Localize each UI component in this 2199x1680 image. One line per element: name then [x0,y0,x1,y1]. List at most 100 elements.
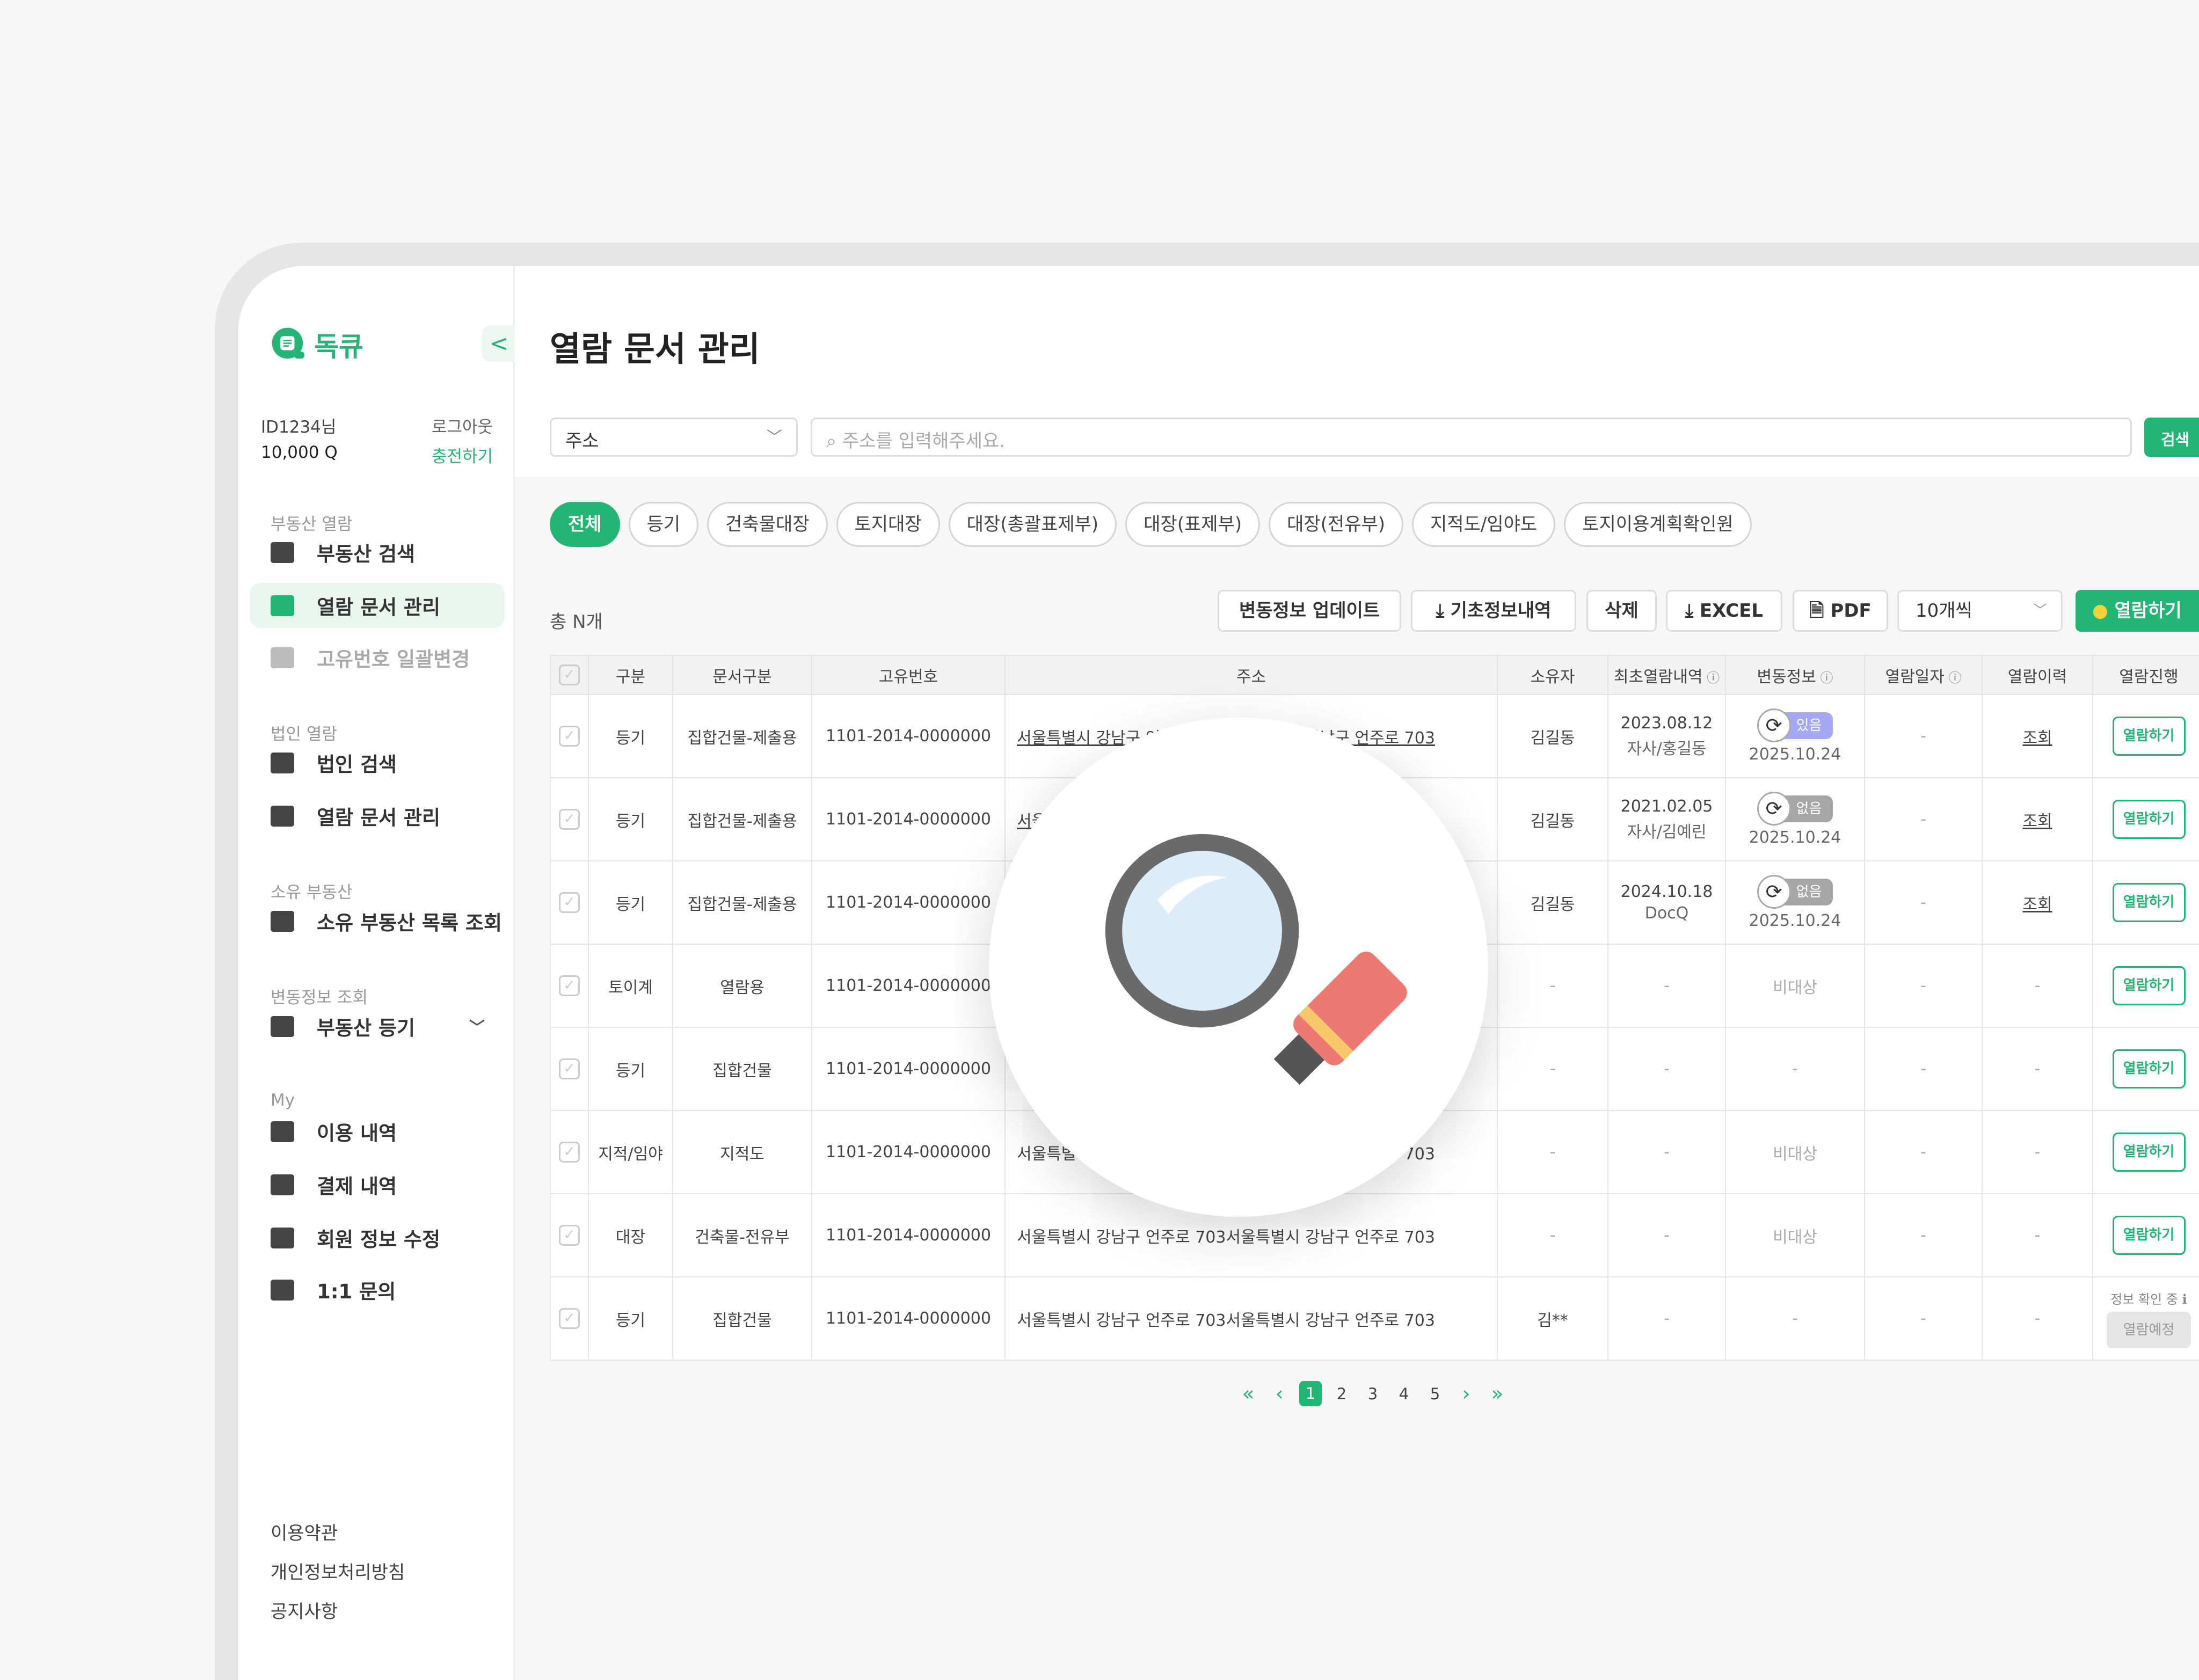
page-button[interactable]: 3 [1367,1384,1378,1403]
logout-link[interactable]: 로그아웃 [432,418,493,437]
terms-link[interactable]: 이용약관 [271,1523,338,1544]
last-page-button[interactable]: » [1491,1382,1504,1405]
tab[interactable]: 건축물대장 [707,502,828,547]
charge-link[interactable]: 충전하기 [432,447,493,466]
check-icon[interactable]: ✓ [559,664,580,685]
open-document-button[interactable]: 열람하기 [2112,1133,2186,1172]
doc-type: 집합건물-제출용 [687,895,797,914]
row-checkbox[interactable]: ✓ [559,1142,580,1163]
privacy-link[interactable]: 개인정보처리방침 [271,1562,405,1583]
tab[interactable]: 대장(총괄표제부) [948,502,1117,547]
document-type-tabs: 전체 등기 건축물대장 토지대장 대장(총괄표제부) 대장(표제부) 대장(전유부) 지적도/… [550,502,1752,547]
open-document-button[interactable]: 열람하기 [2112,883,2186,922]
house-icon [271,1016,294,1037]
row-checkbox[interactable]: ✓ [559,726,580,747]
excel-button[interactable]: ⤓ EXCEL [1666,590,1782,632]
view-history-link[interactable]: 조회 [2022,895,2052,914]
view-history-link[interactable]: 조회 [2022,728,2052,748]
search-button[interactable]: 검색 [2144,418,2199,457]
page-button[interactable]: 5 [1430,1384,1440,1403]
owner-cell: - [1497,1110,1608,1194]
view-history-link[interactable]: 조회 [2022,812,2052,831]
view-date-cell: - [1864,1110,1983,1194]
sidebar-item[interactable]: 열람 문서 관리 [250,793,505,838]
sidebar-item[interactable]: 부동산 검색 [250,530,505,575]
sidebar-item[interactable]: 이용 내역 [250,1109,505,1154]
change-badge[interactable]: ⟳ 없음 [1757,875,1833,909]
view-history-cell: 조회 [1982,777,2093,861]
info-icon[interactable]: ℹ [2178,1292,2187,1307]
sidebar-item[interactable]: 부동산 등기 ﹀ [250,1004,505,1049]
bulk-open-button[interactable]: ● 열람하기 [2076,590,2199,632]
basic-info-download-button[interactable]: ⤓ 기초정보내역 [1411,590,1576,632]
sidebar-item[interactable]: 1:1 문의 [250,1267,505,1312]
sidebar-item-label: 이용 내역 [317,1122,397,1145]
change-badge[interactable]: ⟳ 없음 [1757,792,1833,826]
sidebar-item[interactable]: 법인 검색 [250,740,505,785]
user-edit-icon [271,1227,294,1248]
sidebar-item[interactable]: 고유번호 일괄변경 [250,635,505,680]
help-icon[interactable]: ⓘ [1816,670,1833,685]
sidebar-item[interactable]: 회원 정보 수정 [250,1215,505,1260]
next-page-button[interactable]: › [1462,1382,1470,1405]
tab[interactable]: 대장(전유부) [1269,502,1404,547]
tab[interactable]: 등기 [628,502,699,547]
bulk-open-label: 열람하기 [2114,600,2182,622]
brand-name: 독큐 [314,331,363,362]
row-checkbox[interactable]: ✓ [559,1308,580,1329]
row-checkbox[interactable]: ✓ [559,809,580,830]
notice-link[interactable]: 공지사항 [271,1601,338,1623]
refresh-icon[interactable]: ⟳ [1757,875,1791,909]
search-input[interactable]: ⌕ 주소를 입력해주세요. [811,418,2132,457]
page-button[interactable]: 4 [1399,1384,1409,1403]
page-button[interactable]: 2 [1336,1384,1347,1403]
row-checkbox[interactable]: ✓ [559,975,580,996]
update-change-info-button[interactable]: 변동정보 업데이트 [1218,590,1401,632]
page-button[interactable]: 1 [1299,1381,1322,1406]
owner-cell: - [1497,944,1608,1028]
first-page-button[interactable]: « [1242,1382,1255,1405]
collapse-sidebar-button[interactable]: < [482,325,516,362]
sidebar-item-label: 1:1 문의 [317,1280,396,1303]
select-all-checkbox-cell[interactable]: ✓ [550,655,589,695]
open-document-button[interactable]: 열람하기 [2112,800,2186,839]
page-title: 열람 문서 관리 [550,330,760,369]
sidebar-section-title: 변동정보 조회 [271,988,368,1007]
tab[interactable]: 전체 [550,502,620,547]
prev-page-button[interactable]: ‹ [1275,1382,1284,1405]
open-document-button[interactable]: 열람하기 [2112,1049,2186,1089]
delete-button[interactable]: 삭제 [1586,590,1657,632]
help-icon[interactable]: ⓘ [1944,670,1962,685]
first-view-date: - [1664,1309,1670,1328]
row-checkbox[interactable]: ✓ [559,892,580,913]
refresh-icon[interactable]: ⟳ [1757,708,1791,742]
logo[interactable]: 독큐 [271,325,363,364]
pdf-label: PDF [1830,600,1872,622]
sidebar-item[interactable]: 결제 내역 [250,1162,505,1207]
change-badge[interactable]: ⟳ 있음 [1757,708,1833,742]
sidebar-item-label: 법인 검색 [317,753,397,776]
open-document-button[interactable]: 열람하기 [2112,717,2186,756]
sidebar-item[interactable]: 소유 부동산 목록 조회 [250,899,505,944]
refresh-icon[interactable]: ⟳ [1757,792,1791,826]
first-view-cell: 2021.02.05 자사/김예린 [1607,777,1726,861]
tab[interactable]: 대장(표제부) [1125,502,1261,547]
row-checkbox[interactable]: ✓ [559,1225,580,1246]
sidebar-item[interactable]: 열람 문서 관리 [250,583,505,628]
tab[interactable]: 토지대장 [836,502,940,547]
tab[interactable]: 지적도/임야도 [1412,502,1556,547]
first-view-date: 2024.10.18 [1620,882,1713,901]
first-view-cell: 2023.08.12 자사/홍길동 [1607,694,1726,778]
view-date-cell: - [1864,860,1983,945]
page-size-select[interactable]: 10개씩 ﹀ [1897,590,2063,632]
tab[interactable]: 토지이용계획확인원 [1564,502,1752,547]
help-icon[interactable]: ⓘ [1702,670,1720,685]
row-checkbox[interactable]: ✓ [559,1058,580,1079]
pdf-button[interactable]: 🗎 PDF [1793,590,1888,632]
open-document-button[interactable]: 열람하기 [2112,1216,2186,1255]
open-document-button[interactable]: 열람하기 [2112,966,2186,1005]
column-header-label: 문서구분 [712,667,772,686]
search-field-select[interactable]: 주소 ﹀ [550,418,798,457]
excel-label: EXCEL [1699,600,1763,622]
